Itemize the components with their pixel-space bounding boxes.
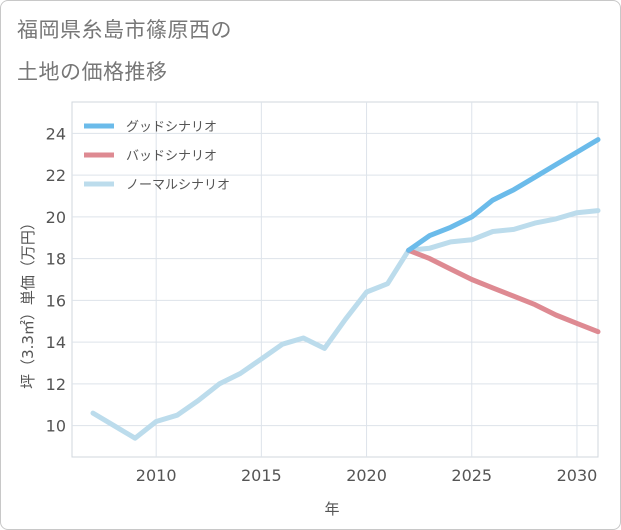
y-tick-label: 10 — [46, 417, 66, 436]
legend-label: グッドシナリオ — [126, 120, 217, 135]
x-tick-label: 2010 — [136, 466, 177, 485]
legend-label: ノーマルシナリオ — [126, 178, 230, 193]
x-axis-label: 年 — [324, 500, 339, 518]
y-tick-label: 16 — [46, 291, 66, 310]
y-axis-label: 坪（3.3㎡）単価（万円） — [19, 215, 37, 389]
y-tick-label: 20 — [46, 208, 66, 227]
x-tick-label: 2015 — [241, 466, 282, 485]
series-line-0 — [406, 137, 601, 253]
series-line-1 — [406, 247, 601, 335]
x-tick-label: 2030 — [557, 466, 598, 485]
y-tick-label: 24 — [46, 124, 66, 143]
chart-title-line-2: 土地の価格推移 — [17, 60, 168, 84]
y-tick-label: 22 — [46, 166, 66, 185]
legend-label: バッドシナリオ — [126, 149, 217, 164]
x-tick-label: 2020 — [346, 466, 387, 485]
y-tick-label: 14 — [46, 333, 66, 352]
y-tick-label: 18 — [46, 250, 66, 269]
x-tick-label: 2025 — [451, 466, 492, 485]
plot-area — [71, 101, 599, 458]
y-tick-label: 12 — [46, 375, 66, 394]
chart-title-line-1: 福岡県糸島市篠原西の — [17, 18, 232, 42]
axis-ticks: 10 12 14 16 18 20 22 24 2010 2015 2020 2025 2030 — [46, 124, 598, 485]
series-line-2 — [90, 208, 601, 441]
series-lines — [90, 137, 601, 441]
